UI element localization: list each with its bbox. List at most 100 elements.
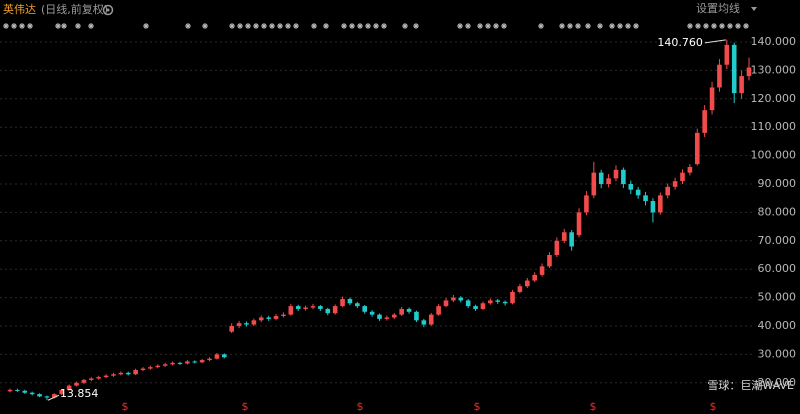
event-icon bbox=[341, 23, 347, 29]
event-icon bbox=[381, 23, 387, 29]
candle-body bbox=[443, 300, 449, 307]
candle-body bbox=[694, 132, 700, 165]
candle-body bbox=[288, 306, 294, 315]
event-icon bbox=[575, 23, 581, 29]
candle-body bbox=[724, 44, 730, 65]
candle-body bbox=[207, 358, 212, 361]
candle-body bbox=[273, 316, 279, 319]
candle-body bbox=[436, 306, 441, 315]
y-tick-label: 20.000 bbox=[758, 376, 797, 389]
candle-body bbox=[709, 87, 715, 111]
candle-body bbox=[687, 166, 693, 173]
candle-body bbox=[222, 354, 227, 358]
candle-body bbox=[672, 181, 678, 187]
candle-body bbox=[584, 195, 589, 213]
event-icon bbox=[61, 23, 67, 29]
candle-body bbox=[37, 394, 42, 397]
candle-body bbox=[525, 280, 530, 287]
event-icon bbox=[457, 23, 463, 29]
event-icon bbox=[229, 23, 235, 29]
candle-body bbox=[170, 362, 175, 365]
event-icon bbox=[237, 23, 243, 29]
candle-body bbox=[199, 360, 205, 363]
candle-body bbox=[510, 291, 515, 304]
candle-body bbox=[7, 389, 13, 392]
event-icon bbox=[485, 23, 491, 29]
candle-body bbox=[140, 368, 146, 371]
gear-center[interactable] bbox=[106, 8, 110, 12]
candle-body bbox=[281, 314, 286, 317]
candle-body bbox=[74, 382, 79, 386]
candle-body bbox=[739, 76, 744, 94]
dropdown-arrow[interactable] bbox=[751, 7, 757, 11]
event-icon bbox=[695, 23, 701, 29]
event-icon bbox=[567, 23, 573, 29]
event-icon bbox=[293, 23, 299, 29]
candle-body bbox=[480, 303, 486, 309]
candle-body bbox=[162, 364, 168, 366]
ma-settings-button[interactable]: 设置均线 bbox=[696, 1, 740, 15]
candle-body bbox=[598, 172, 604, 185]
event-icon bbox=[413, 23, 419, 29]
event-icon bbox=[585, 23, 591, 29]
event-icon bbox=[253, 23, 259, 29]
candle-body bbox=[495, 300, 501, 302]
candle-body bbox=[473, 306, 478, 309]
candle-body bbox=[111, 374, 116, 376]
y-tick-label: 130.000 bbox=[751, 63, 797, 76]
candle-body bbox=[680, 172, 685, 182]
candle-body bbox=[310, 306, 316, 308]
gear[interactable] bbox=[102, 4, 114, 16]
event-icon bbox=[719, 23, 725, 29]
candle-body bbox=[88, 378, 94, 380]
candle-body bbox=[125, 372, 131, 375]
event-icon bbox=[311, 23, 317, 29]
candle-body bbox=[650, 201, 656, 213]
min-pointer bbox=[47, 394, 60, 401]
event-icon bbox=[88, 23, 94, 29]
candle-body bbox=[613, 169, 619, 179]
candle-body bbox=[591, 172, 597, 196]
event-icon bbox=[559, 23, 565, 29]
candle-body bbox=[702, 110, 707, 133]
candle-body bbox=[295, 306, 301, 309]
event-icon bbox=[625, 23, 631, 29]
event-icon bbox=[357, 23, 363, 29]
candle-body bbox=[347, 299, 353, 304]
candle-body bbox=[15, 389, 20, 391]
max-label: 140.760 bbox=[657, 36, 703, 49]
event-icon bbox=[27, 23, 33, 29]
candle-body bbox=[266, 317, 271, 319]
candle-body bbox=[236, 323, 242, 326]
candle-body bbox=[428, 314, 434, 325]
candle-body bbox=[340, 299, 345, 307]
candle-body bbox=[746, 67, 752, 77]
candle-body bbox=[251, 320, 257, 325]
settings-icon[interactable] bbox=[102, 4, 114, 16]
candle-body bbox=[465, 300, 471, 307]
y-tick-label: 90.000 bbox=[758, 177, 797, 190]
candle-body bbox=[643, 195, 648, 202]
candle-body bbox=[59, 389, 65, 395]
candle-body bbox=[118, 372, 124, 375]
event-icon bbox=[633, 23, 639, 29]
event-icon bbox=[727, 23, 733, 29]
event-icon bbox=[19, 23, 25, 29]
candle-body bbox=[66, 385, 72, 390]
dividend-marker: $ bbox=[474, 400, 481, 413]
event-icon bbox=[538, 23, 544, 29]
plot-area: 20.000 30.000 40.000 50.000 60.000 70.000 80.0… bbox=[0, 23, 796, 413]
candle-body bbox=[458, 297, 464, 301]
event-icon bbox=[185, 23, 191, 29]
y-tick-label: 40.000 bbox=[758, 319, 797, 332]
candle-body bbox=[547, 254, 552, 267]
y-tick-label: 120.000 bbox=[751, 92, 797, 105]
y-tick-label: 60.000 bbox=[758, 262, 797, 275]
candle-body bbox=[391, 314, 397, 318]
candle-body bbox=[22, 390, 28, 393]
candle-body bbox=[318, 306, 323, 309]
dividend-marker: $ bbox=[122, 400, 129, 413]
event-icon bbox=[285, 23, 291, 29]
y-tick-label: 80.000 bbox=[758, 205, 797, 218]
